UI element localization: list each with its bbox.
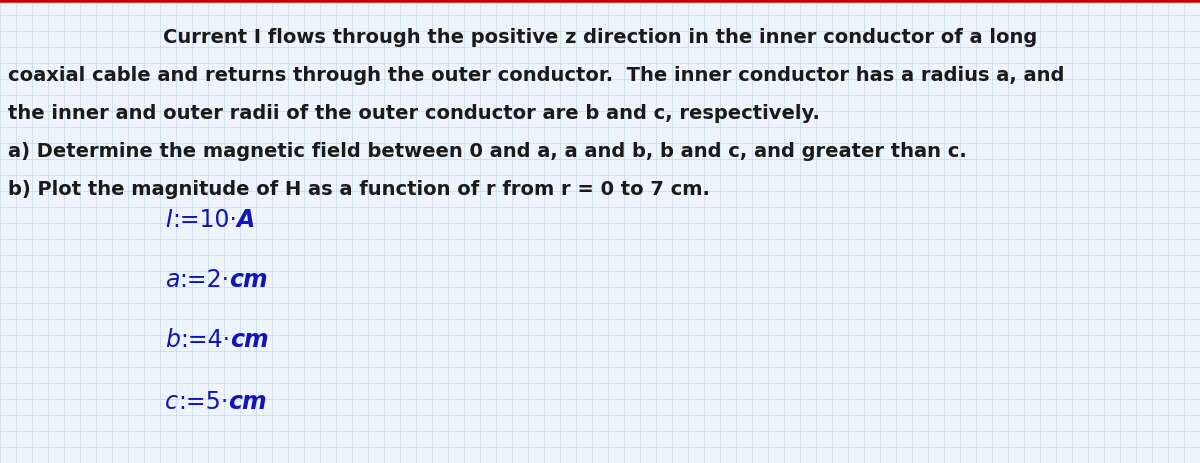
Text: the inner and outer radii of the outer conductor are b and c, respectively.: the inner and outer radii of the outer c… [8, 104, 820, 123]
Text: :=5·: :=5· [178, 389, 228, 413]
Text: c: c [166, 389, 178, 413]
Text: cm: cm [229, 268, 268, 291]
Text: coaxial cable and returns through the outer conductor.  The inner conductor has : coaxial cable and returns through the ou… [8, 66, 1064, 85]
Text: a) Determine the magnetic field between 0 and a, a and b, b and c, and greater t: a) Determine the magnetic field between … [8, 142, 967, 161]
Text: cm: cm [230, 327, 269, 351]
Text: b) Plot the magnitude of H as a function of r from r = 0 to 7 cm.: b) Plot the magnitude of H as a function… [8, 180, 710, 199]
Text: :=10·: :=10· [172, 207, 236, 232]
Text: Current I flows through the positive z direction in the inner conductor of a lon: Current I flows through the positive z d… [163, 28, 1037, 47]
Text: I: I [166, 207, 172, 232]
Text: A: A [236, 207, 256, 232]
Text: :=2·: :=2· [180, 268, 229, 291]
Text: cm: cm [228, 389, 266, 413]
Text: b: b [166, 327, 180, 351]
Text: a: a [166, 268, 180, 291]
Text: :=4·: :=4· [180, 327, 230, 351]
